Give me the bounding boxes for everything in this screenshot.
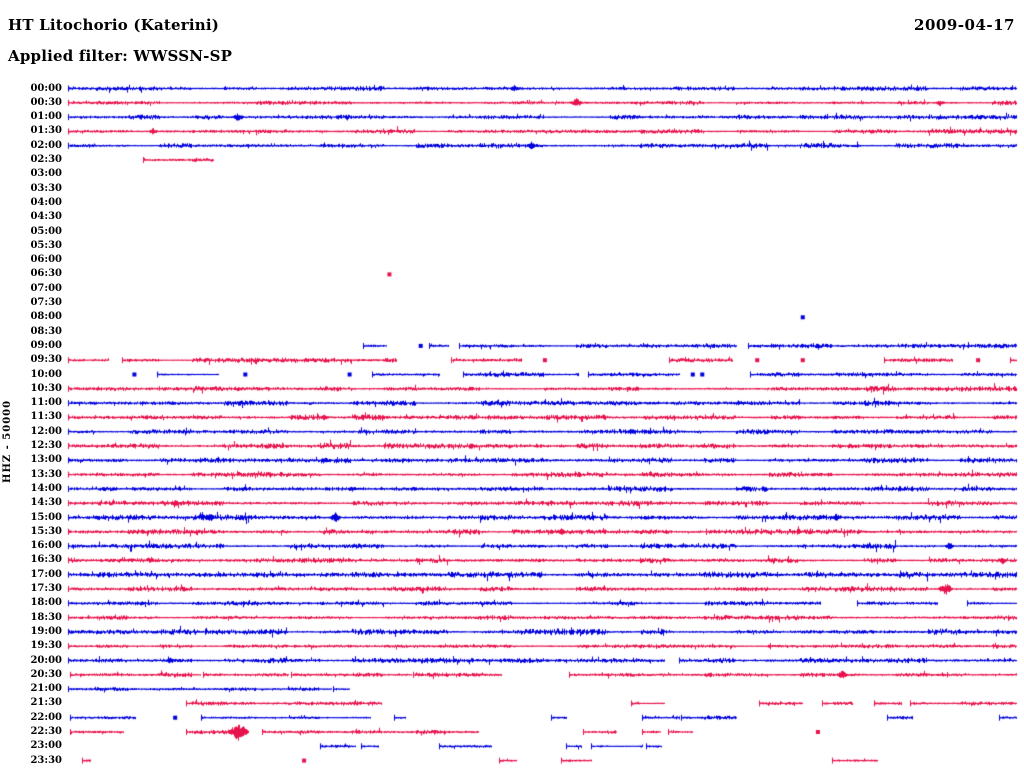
- seismogram-page: HT Litochorio (Katerini) 2009-04-17 Appl…: [0, 0, 1024, 780]
- seismogram-traces-canvas: [0, 0, 1024, 780]
